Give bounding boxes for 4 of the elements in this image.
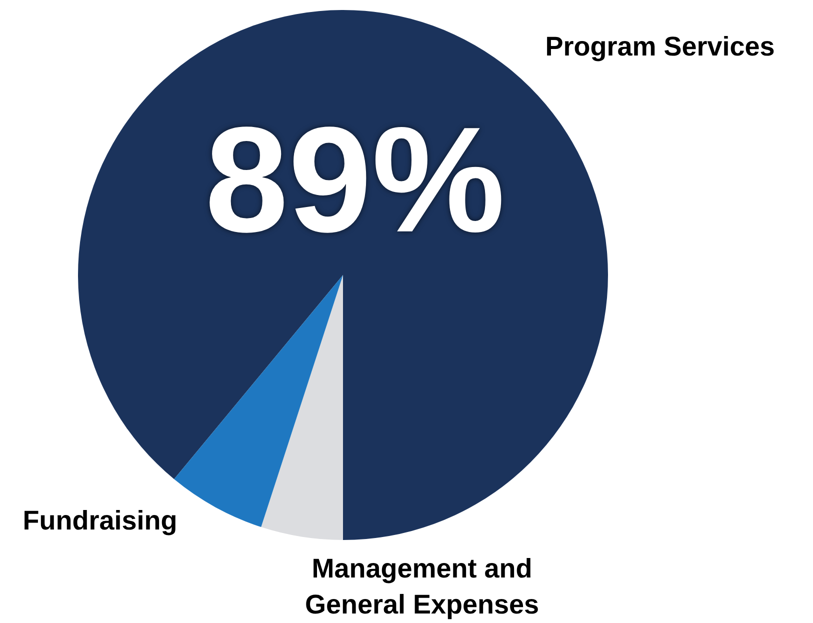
data-label: 89% (204, 95, 506, 264)
slice-label: Program Services (545, 31, 775, 62)
slice-label: Management and General Expenses (304, 553, 540, 620)
slice-label: Fundraising (22, 505, 178, 536)
